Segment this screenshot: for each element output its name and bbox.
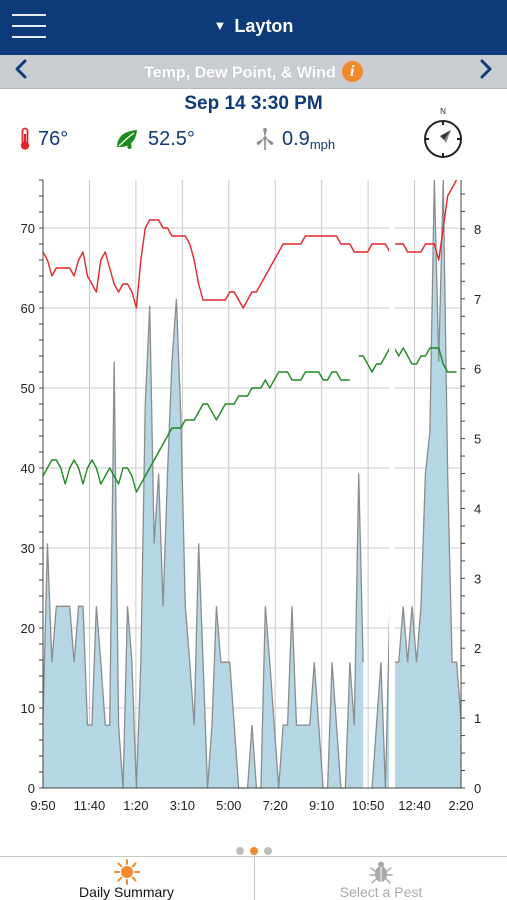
- y-left-tick-label: 70: [21, 221, 35, 236]
- tab-daily-summary-label: Daily Summary: [79, 884, 174, 900]
- y-right-tick-label: 4: [474, 501, 481, 516]
- chevron-right-icon[interactable]: [471, 58, 501, 87]
- dew-point-value: 52.5°: [148, 127, 195, 150]
- top-nav-bar: ▼ Layton: [0, 0, 507, 55]
- x-tick-label: 11:40: [74, 798, 106, 813]
- bug-icon: [369, 861, 393, 884]
- leaf-dew-icon: [117, 130, 137, 149]
- temperature-reading: 76°: [18, 127, 68, 151]
- wind-line: [371, 179, 462, 789]
- chevron-left-icon[interactable]: [6, 58, 36, 87]
- y-right-tick-label: 0: [474, 781, 481, 796]
- x-tick-label: 10:50: [352, 798, 385, 813]
- page-dot-2[interactable]: [249, 847, 258, 855]
- y-right-tick-label: 6: [474, 362, 481, 377]
- compass-icon[interactable]: N: [420, 105, 466, 161]
- bottom-tab-bar: Daily Summary Select a Pest: [0, 856, 507, 900]
- tab-select-pest[interactable]: Select a Pest: [254, 857, 507, 900]
- x-tick-label: 7:20: [263, 798, 288, 813]
- wind-speed-unit: mph: [309, 136, 336, 152]
- y-right-tick-label: 3: [474, 571, 481, 586]
- x-tick-label: 2:20: [448, 798, 473, 813]
- page-dot-1[interactable]: [235, 847, 244, 855]
- wind-speed-value: 0.9: [282, 127, 310, 150]
- x-tick-label: 5:00: [216, 798, 241, 813]
- dew-point-line: [358, 347, 457, 373]
- chart-title-bar: Temp, Dew Point, & Wind i: [0, 55, 507, 89]
- hamburger-menu-icon[interactable]: [12, 14, 46, 40]
- page-indicator: [0, 842, 507, 860]
- weather-chart: 0 10 20 30 40 50 60 70 0 1 2 3 4 5 6 7 8 9:50 11:40 1:20 3:1…: [0, 170, 507, 830]
- wind-line: [42, 298, 364, 789]
- weather-chart-svg: 0 10 20 30 40 50 60 70 0 1 2 3 4 5 6 7 8 9:50 11:40 1:20 3:1…: [21, 179, 481, 813]
- chart-title: Temp, Dew Point, & Wind i: [0, 61, 507, 84]
- x-tick-label: 12:40: [398, 798, 431, 813]
- thermometer-icon: [20, 127, 30, 150]
- dew-point-reading: 52.5°: [114, 127, 195, 151]
- x-tick-label: 1:20: [123, 798, 148, 813]
- x-tick-label: 9:50: [30, 798, 55, 813]
- wind-area: [372, 180, 461, 788]
- y-right-tick-label: 5: [474, 432, 481, 447]
- temperature-value: 76°: [38, 127, 69, 150]
- y-right-tick-label: 2: [474, 641, 481, 656]
- wind-turbine-icon: [256, 128, 274, 150]
- x-tick-label: 9:10: [309, 798, 334, 813]
- location-selector[interactable]: ▼ Layton: [0, 16, 507, 37]
- location-name: Layton: [234, 16, 294, 36]
- y-left-tick-label: 10: [21, 701, 35, 716]
- observation-datetime: Sep 14 3:30 PM: [184, 93, 323, 114]
- y-left-tick-label: 30: [21, 541, 35, 556]
- y-right-tick-label: 8: [474, 222, 481, 237]
- y-left-tick-label: 50: [21, 381, 35, 396]
- current-readings: 76° 52.5° 0.9 mph: [0, 124, 507, 158]
- y-right-tick-label: 1: [474, 711, 481, 726]
- day-gap: [389, 180, 396, 788]
- y-left-tick-label: 0: [28, 781, 35, 796]
- y-left-tick-label: 40: [21, 461, 35, 476]
- x-tick-label: 3:10: [170, 798, 195, 813]
- y-right-tick-label: 7: [474, 292, 481, 307]
- compass-north-label: N: [440, 107, 446, 116]
- y-left-tick-label: 20: [21, 621, 35, 636]
- info-icon[interactable]: i: [341, 61, 363, 82]
- wind-reading: 0.9 mph: [254, 127, 336, 152]
- sun-icon: [114, 859, 140, 885]
- tab-select-pest-label: Select a Pest: [339, 884, 423, 900]
- chart-title-text: Temp, Dew Point, & Wind: [144, 64, 336, 82]
- wind-area: [43, 298, 364, 788]
- temperature-line: [42, 179, 458, 309]
- y-left-tick-label: 60: [21, 301, 35, 316]
- dew-point-line: [42, 371, 350, 493]
- tab-daily-summary[interactable]: Daily Summary: [0, 857, 253, 900]
- page-dot-3[interactable]: [263, 847, 272, 855]
- caret-down-icon: ▼: [213, 18, 227, 33]
